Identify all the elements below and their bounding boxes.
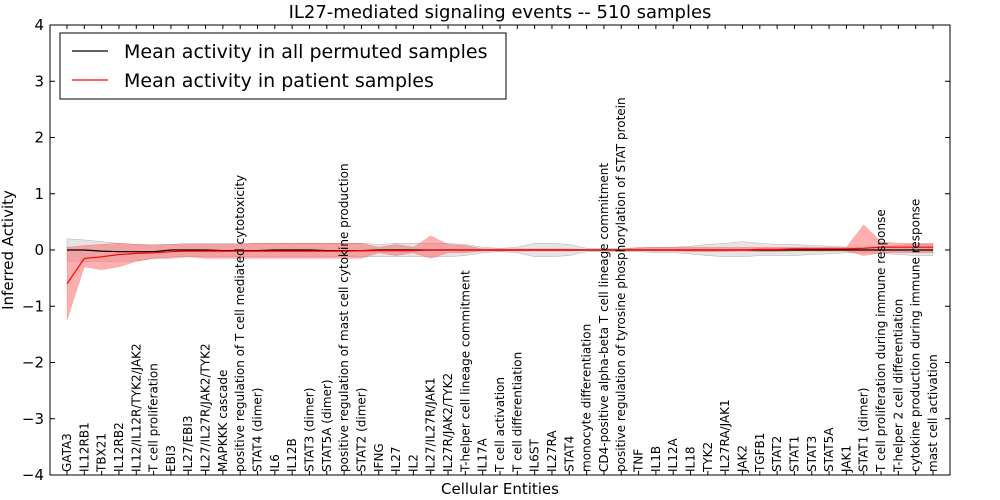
x-tick-label: IL17A bbox=[476, 438, 490, 472]
y-tick-label: −4 bbox=[22, 466, 44, 484]
x-tick-label: STAT4 (dimer) bbox=[251, 388, 265, 472]
x-tick-label: IL12RB1 bbox=[77, 422, 91, 472]
chart-title: IL27-mediated signaling events -- 510 sa… bbox=[289, 2, 712, 23]
x-tick-label: IL27R/JAK2/TYK2 bbox=[441, 373, 455, 472]
x-tick-label: STAT2 (dimer) bbox=[354, 388, 368, 472]
x-tick-label: TNF bbox=[632, 449, 646, 473]
y-axis-ticks: −4 −3 −2 −1 0 1 2 3 4 bbox=[22, 16, 950, 484]
y-tick-label: 4 bbox=[34, 16, 44, 34]
x-tick-label: IL18 bbox=[684, 447, 698, 473]
y-tick-label: −1 bbox=[22, 297, 44, 315]
x-tick-label: IL27RA/JAK1 bbox=[718, 399, 732, 472]
x-tick-label: JAK1 bbox=[839, 445, 853, 473]
x-tick-label: IL27RA bbox=[545, 430, 559, 472]
legend: Mean activity in all permuted samples Mea… bbox=[59, 32, 507, 100]
x-tick-label: T cell proliferation during immune respo… bbox=[874, 209, 888, 473]
x-tick-label: positive regulation of mast cell cytokin… bbox=[337, 163, 351, 472]
x-tick-label: IL12RB2 bbox=[112, 422, 126, 472]
x-tick-label: cytokine production during immune respon… bbox=[909, 199, 923, 472]
x-tick-label: monocyte differentiation bbox=[580, 324, 594, 472]
x-tick-label: IL6 bbox=[268, 454, 282, 472]
x-tick-label: IL27/EBI3 bbox=[181, 415, 195, 472]
x-tick-label: mast cell activation bbox=[926, 354, 940, 472]
x-tick-label: CD4-positive alpha-beta T cell lineage c… bbox=[597, 163, 611, 472]
band-patient bbox=[66, 224, 934, 321]
x-tick-label: STAT1 bbox=[787, 436, 801, 472]
y-tick-label: 3 bbox=[34, 72, 44, 90]
x-tick-label: IFNG bbox=[372, 443, 386, 472]
x-tick-label: STAT5A bbox=[822, 427, 836, 472]
x-tick-label: STAT4 bbox=[562, 436, 576, 472]
x-tick-label: T cell differentiation bbox=[510, 352, 524, 473]
x-tick-label: STAT5A (dimer) bbox=[320, 379, 334, 472]
x-tick-label: IL12/IL12R/TYK2/JAK2 bbox=[129, 343, 143, 472]
x-tick-label: T-helper 2 cell differentiation bbox=[891, 299, 905, 473]
x-tick-label: IL12B bbox=[285, 438, 299, 472]
x-tick-label: T cell activation bbox=[493, 377, 507, 473]
x-tick-label: IL1B bbox=[649, 446, 663, 472]
y-axis-label: Inferred Activity bbox=[0, 190, 17, 310]
y-tick-label: 0 bbox=[34, 241, 44, 259]
legend-box bbox=[59, 32, 507, 100]
x-tick-label: T-helper cell lineage commitment bbox=[458, 270, 472, 473]
x-tick-label: STAT1 (dimer) bbox=[857, 388, 871, 472]
x-tick-label: IL27/IL27R/JAK2/TYK2 bbox=[199, 343, 213, 472]
x-tick-label: positive regulation of tyrosine phosphor… bbox=[614, 97, 628, 472]
x-tick-label: T cell proliferation bbox=[147, 363, 161, 473]
plot-frame bbox=[49, 24, 951, 476]
y-tick-label: −3 bbox=[22, 410, 44, 428]
x-tick-label: STAT2 bbox=[770, 436, 784, 472]
x-tick-label: JAK2 bbox=[736, 445, 750, 473]
y-tick-label: 2 bbox=[34, 129, 44, 147]
x-tick-label: STAT3 bbox=[805, 436, 819, 472]
x-tick-label: EBI3 bbox=[164, 445, 178, 472]
y-tick-label: 1 bbox=[34, 185, 44, 203]
legend-label: Mean activity in all permuted samples bbox=[124, 41, 487, 63]
x-tick-label: positive regulation of T cell mediated c… bbox=[233, 175, 247, 472]
x-tick-label: GATA3 bbox=[60, 433, 74, 472]
x-tick-label: IL12A bbox=[666, 438, 680, 472]
x-tick-label: IL27 bbox=[389, 447, 403, 473]
x-tick-label: TYK2 bbox=[701, 442, 715, 473]
x-axis-ticks: GATA3 IL12RB1 TBX21 IL12RB2 IL12/IL12R/TYK2/… bbox=[60, 25, 940, 475]
x-tick-label: IL27/IL27R/JAK1 bbox=[424, 378, 438, 472]
x-axis-label: Cellular Entities bbox=[441, 480, 559, 498]
y-tick-label: −2 bbox=[22, 354, 44, 372]
line-patient bbox=[66, 246, 933, 285]
x-tick-label: MAPKKK cascade bbox=[216, 370, 230, 472]
x-tick-label: TGFB1 bbox=[753, 433, 767, 473]
series-lines bbox=[66, 246, 933, 285]
x-tick-label: TBX21 bbox=[95, 433, 109, 473]
legend-label: Mean activity in patient samples bbox=[124, 70, 434, 92]
confidence-bands bbox=[66, 224, 934, 321]
x-tick-label: IL6ST bbox=[528, 439, 542, 472]
x-tick-label: IL2 bbox=[406, 454, 420, 472]
x-tick-label: STAT3 (dimer) bbox=[303, 388, 317, 472]
